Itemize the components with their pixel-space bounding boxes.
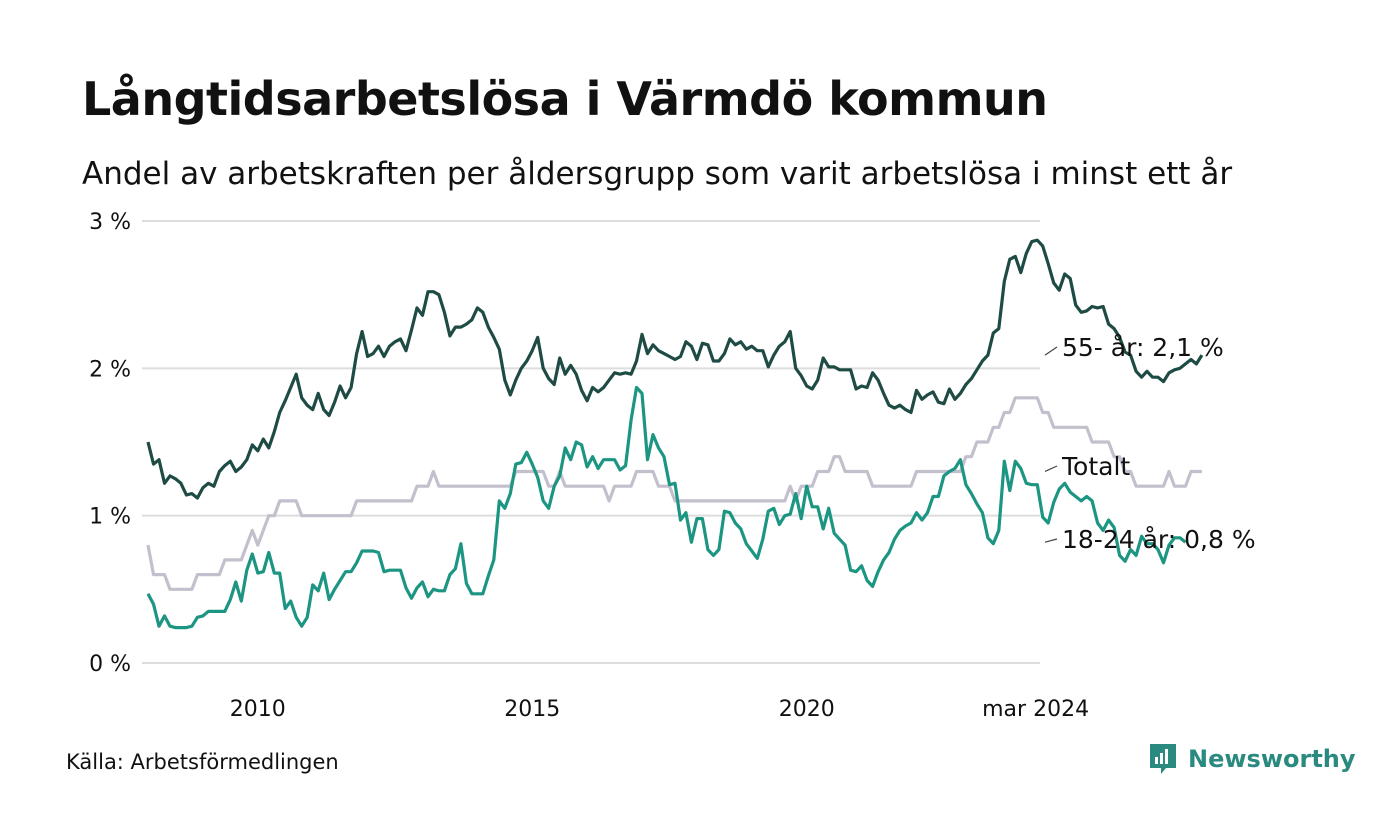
x-tick-label: 2020 xyxy=(779,697,835,722)
x-axis-ticks: 2010 2015 2020 mar 2024 xyxy=(230,697,1089,722)
label-leader-0 xyxy=(1044,346,1058,356)
series-lines xyxy=(146,238,1204,630)
chart-subtitle: Andel av arbetskraften per åldersgrupp s… xyxy=(82,156,1233,192)
source-note: Källa: Arbetsförmedlingen xyxy=(66,750,339,774)
y-tick-label: 3 % xyxy=(89,210,131,235)
label-leader-1 xyxy=(1044,465,1058,473)
series-end-labels: 55- år: 2,1 % Totalt 18-24 år: 0,8 % xyxy=(1044,333,1256,554)
label-leader-2 xyxy=(1044,538,1058,543)
x-tick-label: 2010 xyxy=(230,697,286,722)
y-tick-label: 0 % xyxy=(89,652,131,677)
series-line-1 xyxy=(146,396,1202,591)
series-end-label: 55- år: 2,1 % xyxy=(1062,333,1224,362)
y-tick-label: 1 % xyxy=(89,505,131,530)
x-tick-label: mar 2024 xyxy=(982,697,1089,722)
series-end-label: Totalt xyxy=(1061,452,1130,481)
series-line-2 xyxy=(146,385,1187,630)
brand-logo: Newsworthy xyxy=(1148,742,1356,776)
brand-name: Newsworthy xyxy=(1188,745,1356,773)
newsworthy-logo-icon xyxy=(1150,744,1176,774)
gridlines xyxy=(142,220,1040,664)
y-tick-label: 2 % xyxy=(89,357,131,382)
line-chart: 0 % 1 % 2 % 3 % 2010 2015 2020 mar 2024 55- år… xyxy=(89,210,1256,722)
series-line-0 xyxy=(146,238,1204,500)
series-end-label: 18-24 år: 0,8 % xyxy=(1062,525,1256,554)
chart-title: Långtidsarbetslösa i Värmdö kommun xyxy=(82,72,1048,126)
x-tick-label: 2015 xyxy=(504,697,560,722)
y-axis-ticks: 0 % 1 % 2 % 3 % xyxy=(89,210,131,677)
